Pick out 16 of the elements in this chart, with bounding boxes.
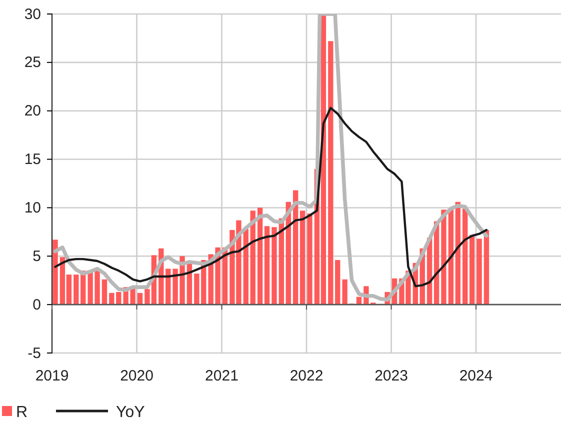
y-tick-label: 20 — [24, 102, 41, 120]
y-tick-label: 0 — [32, 296, 41, 314]
legend-label: YoY — [116, 404, 146, 421]
y-tick-label: 15 — [24, 151, 41, 168]
y-tick-label: 30 — [24, 6, 41, 23]
x-tick-label: 2022 — [290, 368, 324, 385]
legend-label: R — [16, 404, 28, 421]
y-tick-label: 25 — [24, 54, 41, 72]
x-tick-label: 2021 — [205, 368, 238, 385]
y-tick-label: 10 — [24, 200, 41, 217]
x-tick-label: 2019 — [35, 368, 69, 385]
x-tick-label: 2024 — [459, 368, 493, 385]
y-tick-label: 5 — [32, 248, 41, 265]
y-tick-label: -5 — [28, 344, 41, 362]
x-tick-label: 2023 — [374, 368, 408, 385]
x-tick-label: 2020 — [120, 368, 154, 385]
